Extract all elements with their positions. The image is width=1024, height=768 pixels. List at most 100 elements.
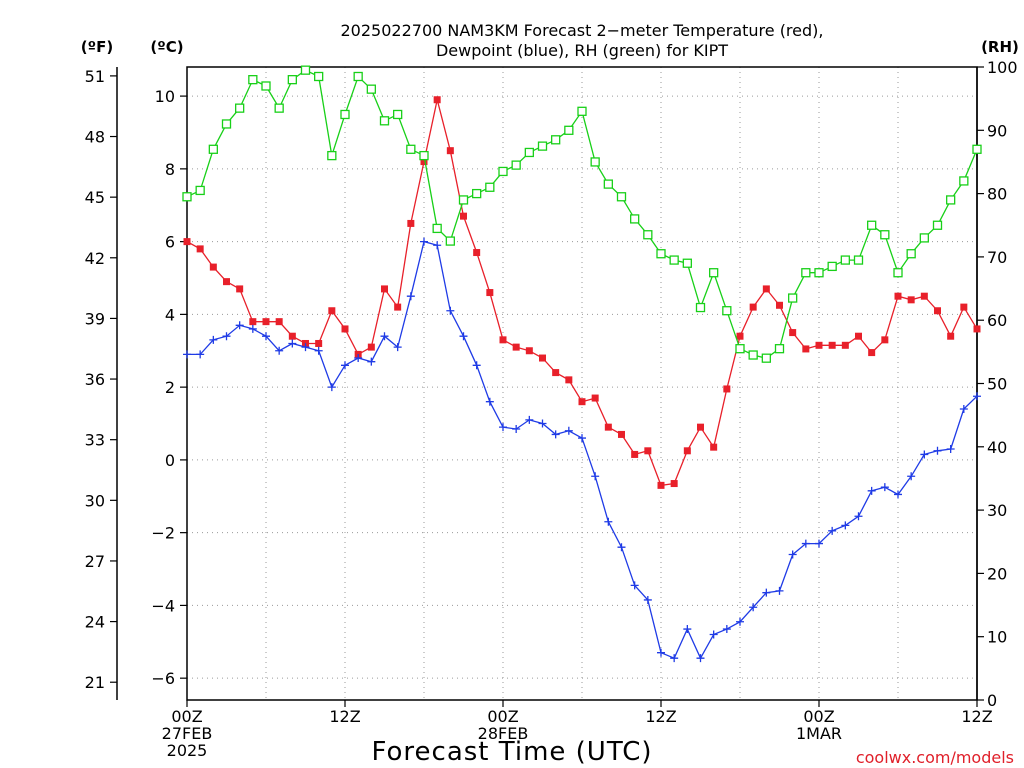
celsius-tick-label: 4 [165,305,175,324]
temperature-point [776,301,783,309]
temperature-point [657,481,665,489]
rh-point [221,119,232,129]
dewpoint-point [815,539,823,548]
dewpoint-point [525,415,534,424]
temperature-point [868,349,876,357]
temperature-point [815,341,823,349]
temperature-point [565,376,573,384]
dewpoint-point [788,550,797,559]
temperature-point [315,339,323,347]
dewpoint-point [578,434,586,443]
temperature-point [473,249,481,257]
celsius-axis-title: (ºC) [150,38,183,56]
rh-point [419,150,429,161]
fahrenheit-tick-label: 45 [85,188,105,207]
temperature-point [446,147,454,155]
temperature-point [789,329,797,337]
rh-point [432,223,442,234]
rh-point [458,195,469,205]
rh-point [235,103,245,113]
temperature-point [262,318,270,326]
temperature-point [841,341,849,349]
dewpoint-point [920,450,929,459]
x-tick-label: 27FEB [162,724,213,743]
temperature-point [749,303,757,311]
rh-point [748,350,758,360]
temperature-point [960,303,968,311]
temperature-point [460,212,467,220]
temperature-point [578,398,586,406]
rh-point [840,255,850,265]
rh-point [314,71,324,82]
rh-point [208,144,218,154]
dewpoint-point [183,350,191,359]
rh-point [524,147,534,158]
rh-point [853,255,864,265]
fahrenheit-tick-label: 33 [85,431,105,450]
temperature-point [552,369,560,377]
rh-point [656,249,666,259]
dewpoint-line [187,240,978,660]
temperature-point [947,332,955,340]
temperature-point [855,332,862,340]
temperature-point [710,443,718,451]
dewpoint-point [657,648,665,657]
dewpoint-point [393,343,402,352]
rh-point [564,125,574,135]
fahrenheit-tick-label: 42 [85,249,105,268]
dewpoint-point [196,350,205,359]
rh-point [616,192,627,202]
fahrenheit-tick-label: 24 [85,613,105,632]
temperature-point [907,296,915,304]
dewpoint-point [341,361,349,370]
fahrenheit-tick-label: 27 [85,552,105,571]
rh-tick-label: 60 [987,311,1007,330]
fahrenheit-tick-label: 48 [85,128,105,147]
rh-point [340,109,350,120]
rh-point [959,176,969,186]
rh-point [248,75,258,85]
temperature-point [394,303,402,311]
axes: 1086420−2−4−6514845423936333027242110090… [85,58,1018,760]
temperature-point [512,343,520,351]
rh-tick-label: 0 [987,691,997,710]
rh-point [735,344,745,354]
dewpoint-point [696,654,705,663]
rh-point [801,268,811,278]
temperature-point [604,423,612,431]
dewpoint-point [880,483,889,492]
celsius-tick-label: −6 [151,669,175,688]
dewpoint-point [446,306,455,315]
temperature-point [288,332,296,340]
dewpoint-point [749,603,758,612]
temperature-point [407,219,415,227]
dewpoint-point [946,444,955,453]
rh-point [406,144,416,154]
temperature-point [973,325,981,333]
dewpoint-point [288,339,297,348]
chart-title-line1: 2025022700 NAM3KM Forecast 2−meter Tempe… [341,21,824,40]
dewpoint-point [959,404,968,413]
rh-tick-label: 20 [987,564,1007,583]
temperature-point [631,450,639,458]
rh-point [972,144,982,154]
dewpoint-point [367,357,376,366]
fahrenheit-tick-label: 51 [85,67,105,86]
rh-series [182,65,982,363]
celsius-tick-label: 10 [155,87,175,106]
dewpoint-point [262,332,270,341]
rh-point [195,185,205,196]
temperature-point [249,318,257,326]
celsius-tick-label: 8 [165,160,175,179]
temperature-point [236,285,244,293]
rh-tick-label: 30 [987,501,1007,520]
dewpoint-point [433,241,442,250]
temperature-point [381,285,388,293]
temperature-series [183,96,981,489]
x-axis-title: Forecast Time (UTC) [371,737,652,767]
rh-point [182,192,192,202]
rh-point [551,135,561,145]
rh-tick-label: 100 [987,58,1018,77]
rh-point [393,109,403,120]
